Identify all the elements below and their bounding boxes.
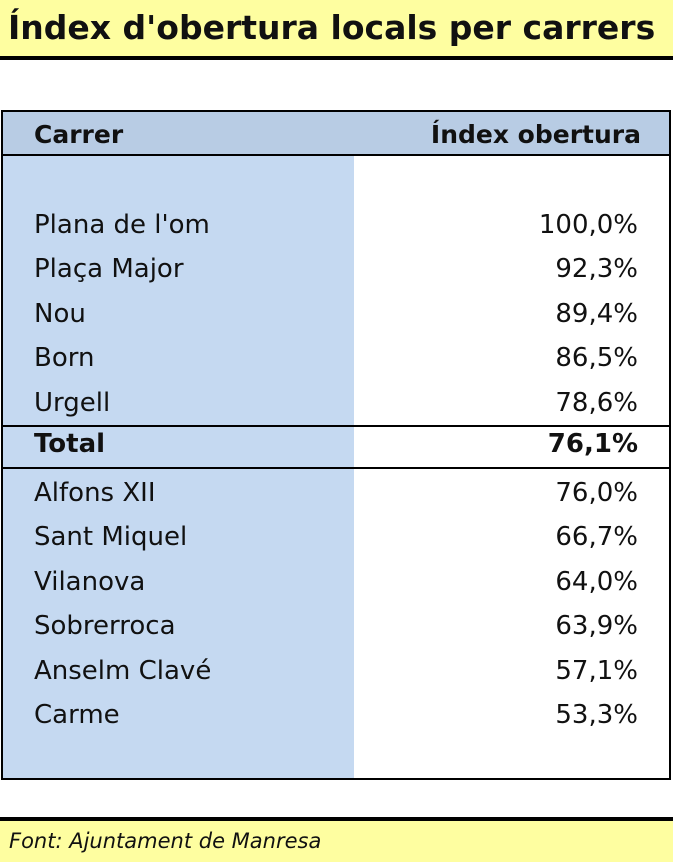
table-row: Sant Miquel 66,7% bbox=[3, 518, 669, 562]
street-name: Born bbox=[34, 343, 95, 373]
source-note: Font: Ajuntament de Manresa bbox=[9, 829, 322, 853]
index-value: 86,5% bbox=[555, 343, 638, 373]
table-row: Anselm Clavé 57,1% bbox=[3, 652, 669, 696]
street-name: Carme bbox=[34, 700, 120, 730]
table-row: Sobrerroca 63,9% bbox=[3, 607, 669, 651]
data-table: Carrer Índex obertura Plana de l'om 100,… bbox=[1, 110, 671, 780]
index-value: 63,9% bbox=[555, 611, 638, 641]
source-banner: Font: Ajuntament de Manresa bbox=[0, 817, 673, 862]
table-row: Alfons XII 76,0% bbox=[3, 474, 669, 518]
table-row: Vilanova 64,0% bbox=[3, 563, 669, 607]
index-value: 64,0% bbox=[555, 567, 638, 597]
page-title: Índex d'obertura locals per carrers bbox=[8, 8, 656, 47]
street-name: Vilanova bbox=[34, 567, 146, 597]
header-street: Carrer bbox=[34, 120, 124, 149]
total-value: 76,1% bbox=[547, 429, 638, 459]
index-value: 100,0% bbox=[538, 210, 638, 240]
table-row: Born 86,5% bbox=[3, 339, 669, 383]
table-row: Carme 53,3% bbox=[3, 696, 669, 740]
street-name: Sant Miquel bbox=[34, 522, 188, 552]
table-header: Carrer Índex obertura bbox=[3, 112, 669, 156]
street-name: Plana de l'om bbox=[34, 210, 210, 240]
index-value: 57,1% bbox=[555, 656, 638, 686]
table-row: Nou 89,4% bbox=[3, 295, 669, 339]
street-name: Anselm Clavé bbox=[34, 656, 212, 686]
index-value: 78,6% bbox=[555, 388, 638, 418]
index-value: 53,3% bbox=[555, 700, 638, 730]
index-value: 76,0% bbox=[555, 478, 638, 508]
header-index: Índex obertura bbox=[430, 120, 641, 149]
table-row: Plaça Major 92,3% bbox=[3, 250, 669, 294]
total-row: Total 76,1% bbox=[3, 425, 669, 469]
table-row: Plana de l'om 100,0% bbox=[3, 206, 669, 250]
table-row: Urgell 78,6% bbox=[3, 384, 669, 428]
street-name: Sobrerroca bbox=[34, 611, 176, 641]
index-value: 66,7% bbox=[555, 522, 638, 552]
index-value: 92,3% bbox=[555, 254, 638, 284]
street-name: Urgell bbox=[34, 388, 111, 418]
title-banner: Índex d'obertura locals per carrers bbox=[0, 0, 673, 60]
index-value: 89,4% bbox=[555, 299, 638, 329]
street-name: Nou bbox=[34, 299, 86, 329]
street-name: Alfons XII bbox=[34, 478, 156, 508]
street-name: Plaça Major bbox=[34, 254, 184, 284]
total-label: Total bbox=[34, 429, 106, 459]
